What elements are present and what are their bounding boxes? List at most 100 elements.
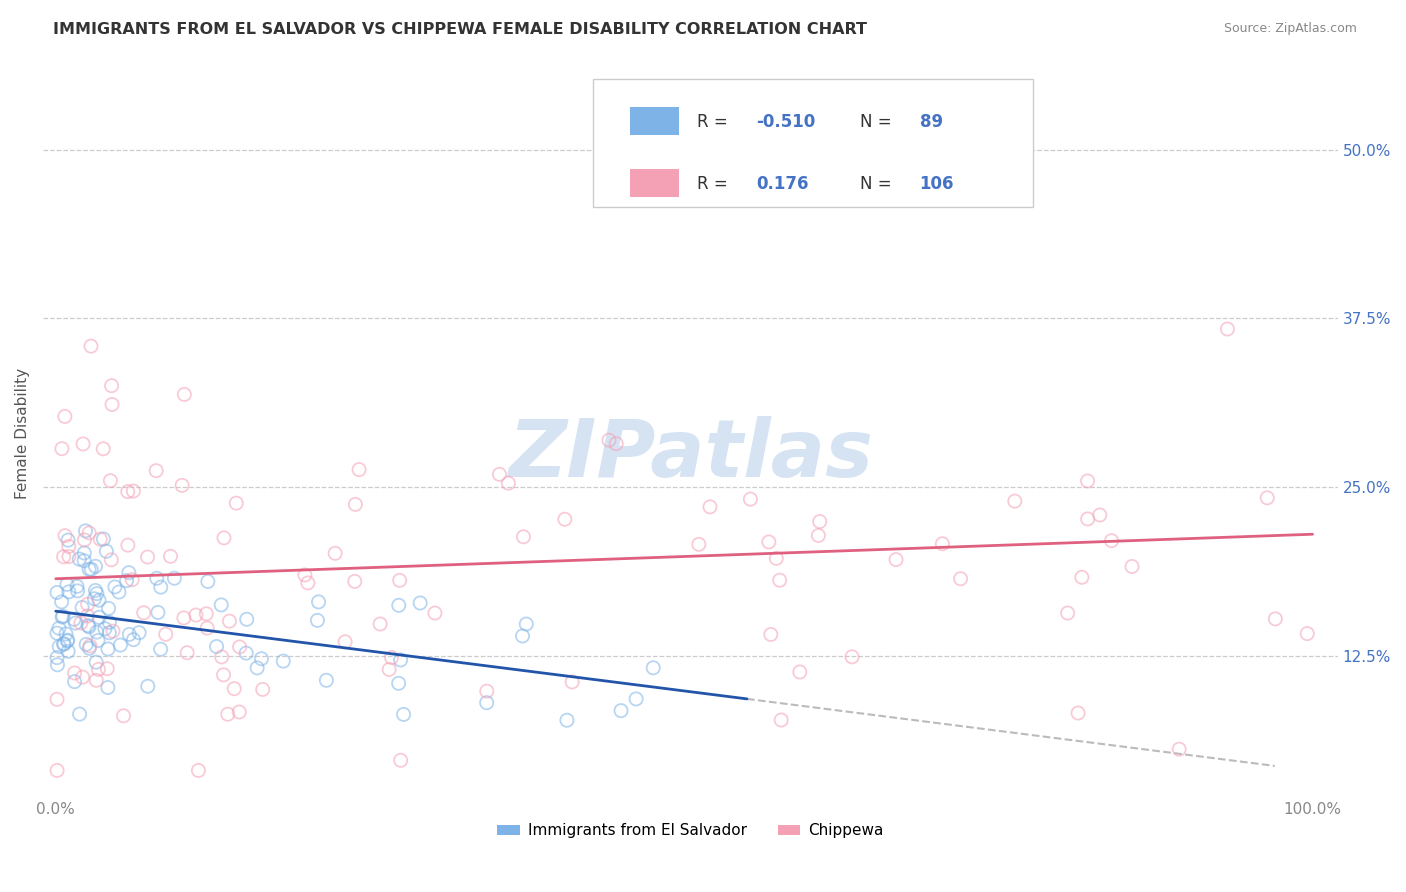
Point — [89, 610, 111, 624]
Point — [205, 640, 228, 654]
Point — [108, 585, 131, 599]
Point — [80, 562, 103, 576]
Point — [212, 668, 235, 682]
Point — [86, 586, 108, 600]
Point — [56, 644, 79, 658]
Point — [79, 641, 101, 656]
Point — [121, 573, 143, 587]
Point — [77, 525, 100, 540]
Point — [86, 625, 108, 640]
Point — [308, 595, 330, 609]
Point — [117, 538, 139, 552]
Point — [315, 673, 337, 688]
Point — [110, 638, 132, 652]
Point — [58, 540, 80, 554]
Point — [173, 611, 195, 625]
Point — [163, 571, 186, 585]
Point — [136, 679, 159, 693]
Point — [389, 753, 412, 767]
Point — [475, 696, 498, 710]
Text: N =: N = — [860, 112, 897, 131]
Point — [235, 646, 257, 660]
Point — [98, 615, 121, 630]
Point — [52, 637, 75, 651]
Point — [100, 553, 122, 567]
Point — [63, 674, 86, 689]
Point — [228, 705, 250, 719]
Text: R =: R = — [697, 112, 733, 131]
Point — [70, 615, 93, 630]
Point — [740, 492, 762, 507]
Point — [84, 583, 107, 598]
Point — [52, 609, 75, 624]
Text: R =: R = — [697, 175, 733, 193]
Point — [63, 665, 86, 680]
Point — [512, 530, 534, 544]
Point — [184, 608, 207, 623]
Point — [100, 378, 122, 392]
Point — [368, 617, 391, 632]
Point — [56, 533, 79, 548]
Point — [176, 646, 198, 660]
Point — [409, 596, 432, 610]
Point — [149, 642, 172, 657]
Point — [323, 546, 346, 560]
Point — [217, 707, 239, 722]
Point — [52, 549, 75, 564]
Point — [197, 574, 219, 589]
Point — [53, 637, 76, 651]
Point — [931, 537, 953, 551]
Point — [333, 634, 356, 648]
Point — [100, 474, 122, 488]
Point — [46, 626, 69, 640]
Point — [46, 764, 69, 778]
Point — [146, 571, 169, 585]
Point — [378, 663, 401, 677]
Point — [347, 462, 370, 476]
Point — [1056, 606, 1078, 620]
Point — [949, 572, 972, 586]
Point — [51, 595, 73, 609]
Point — [173, 387, 195, 401]
Point — [225, 496, 247, 510]
Bar — [630, 107, 679, 135]
FancyBboxPatch shape — [593, 79, 1033, 207]
Point — [72, 670, 94, 684]
Point — [48, 621, 70, 635]
Point — [228, 640, 250, 654]
Point — [343, 574, 366, 589]
Point — [67, 552, 90, 566]
Point — [808, 515, 831, 529]
Point — [155, 627, 177, 641]
Point — [246, 661, 269, 675]
Point — [122, 632, 145, 647]
Point — [1168, 742, 1191, 756]
Point — [118, 566, 141, 580]
Point — [294, 568, 316, 582]
Point — [115, 574, 138, 588]
Point — [380, 650, 402, 665]
Point — [388, 676, 411, 690]
Point — [122, 484, 145, 499]
Point — [1088, 508, 1111, 522]
Point — [170, 478, 193, 492]
Text: ZIPatlas: ZIPatlas — [508, 416, 873, 494]
Point — [765, 551, 787, 566]
Point — [688, 537, 710, 551]
Text: N =: N = — [860, 175, 897, 193]
Point — [187, 764, 209, 778]
Point — [1256, 491, 1278, 505]
Point — [841, 649, 863, 664]
Point — [884, 552, 907, 566]
Point — [117, 484, 139, 499]
Point — [1070, 570, 1092, 584]
Bar — [630, 169, 679, 197]
Point — [72, 437, 94, 451]
Point — [297, 575, 319, 590]
Point — [235, 612, 257, 626]
Point — [132, 606, 155, 620]
Point — [1067, 706, 1090, 720]
Point — [307, 613, 329, 627]
Point — [149, 580, 172, 594]
Text: IMMIGRANTS FROM EL SALVADOR VS CHIPPEWA FEMALE DISABILITY CORRELATION CHART: IMMIGRANTS FROM EL SALVADOR VS CHIPPEWA … — [53, 22, 868, 37]
